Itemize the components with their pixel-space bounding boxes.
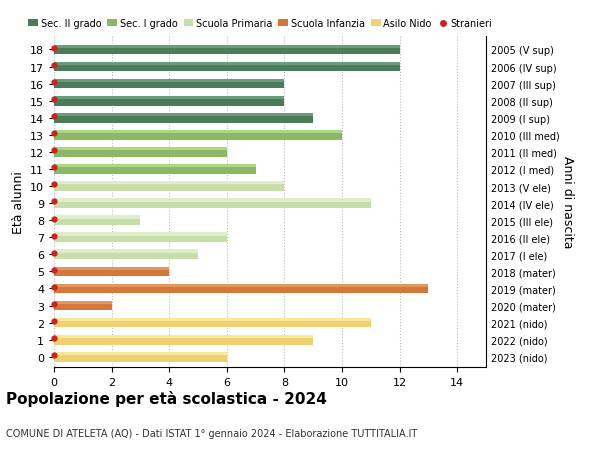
Bar	[54, 151, 227, 157]
Bar	[54, 304, 112, 311]
Bar	[54, 352, 227, 358]
Bar	[54, 233, 227, 239]
Bar	[54, 79, 284, 86]
Bar	[54, 338, 313, 345]
Bar	[54, 131, 342, 137]
Bar	[54, 134, 342, 140]
Bar	[54, 250, 198, 256]
Bar	[54, 287, 428, 294]
Bar	[54, 165, 256, 171]
Bar	[54, 270, 169, 277]
Bar	[54, 49, 400, 55]
Bar	[54, 355, 227, 362]
Bar	[54, 100, 284, 106]
Bar	[54, 301, 112, 308]
Bar	[54, 253, 198, 260]
Bar	[54, 185, 284, 191]
Bar	[54, 284, 428, 291]
Bar	[54, 219, 140, 225]
Bar	[54, 45, 400, 52]
Y-axis label: Anni di nascita: Anni di nascita	[560, 156, 574, 248]
Bar	[54, 114, 313, 120]
Bar	[54, 117, 313, 123]
Bar	[54, 267, 169, 274]
Text: COMUNE DI ATELETA (AQ) - Dati ISTAT 1° gennaio 2024 - Elaborazione TUTTITALIA.IT: COMUNE DI ATELETA (AQ) - Dati ISTAT 1° g…	[6, 428, 417, 438]
Bar	[54, 216, 140, 222]
Bar	[54, 202, 371, 208]
Bar	[54, 66, 400, 72]
Bar	[54, 321, 371, 328]
Bar	[54, 148, 227, 154]
Bar	[54, 96, 284, 103]
Bar	[54, 199, 371, 205]
Bar	[54, 83, 284, 89]
Legend: Sec. II grado, Sec. I grado, Scuola Primaria, Scuola Infanzia, Asilo Nido, Stran: Sec. II grado, Sec. I grado, Scuola Prim…	[25, 15, 496, 33]
Bar	[54, 236, 227, 243]
Y-axis label: Età alunni: Età alunni	[11, 171, 25, 233]
Text: Popolazione per età scolastica - 2024: Popolazione per età scolastica - 2024	[6, 390, 327, 406]
Bar	[54, 62, 400, 69]
Bar	[54, 168, 256, 174]
Bar	[54, 182, 284, 188]
Bar	[54, 318, 371, 325]
Bar	[54, 335, 313, 341]
